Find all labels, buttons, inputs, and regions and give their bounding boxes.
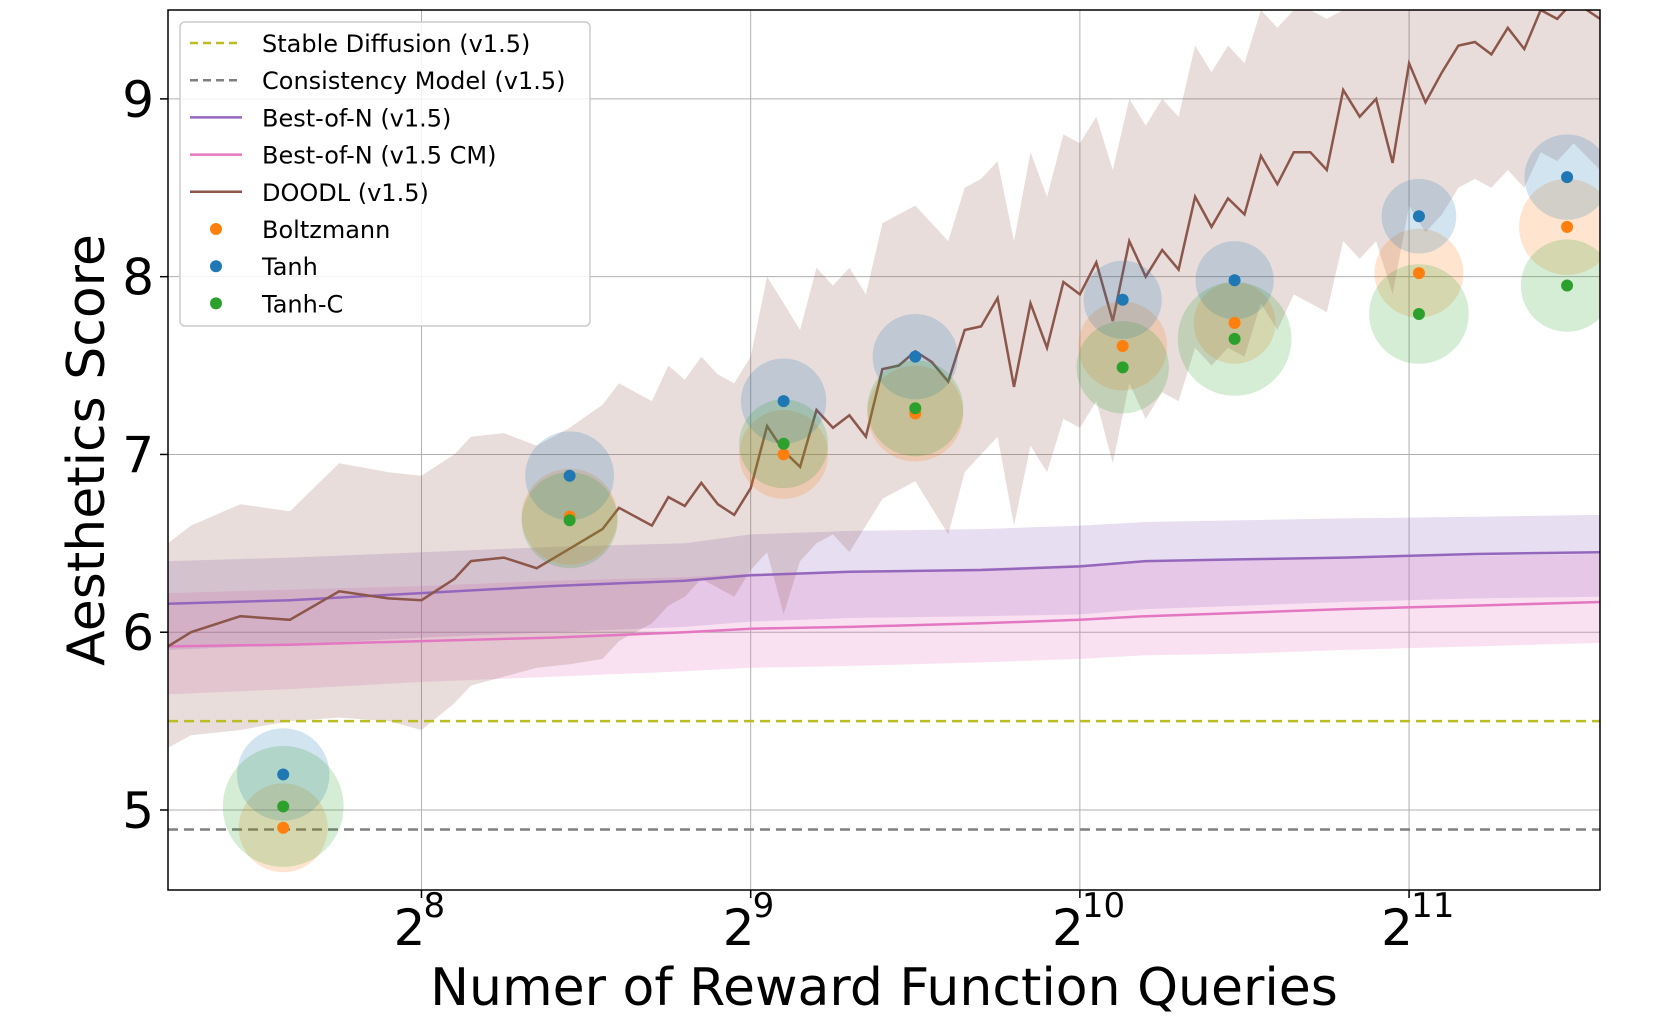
reference-lines [168, 719, 1600, 831]
point-tanh [1228, 274, 1241, 287]
halo-boltzmann [1519, 178, 1600, 275]
line-best-of-n-v1-5- [168, 550, 1600, 606]
point-boltzmann [777, 448, 790, 461]
point-tanh-c [909, 402, 922, 415]
point-boltzmann [1561, 220, 1574, 233]
point-tanh-c [563, 514, 576, 527]
x-tick-label: 2 [1052, 899, 1084, 957]
point-tanh-c [1228, 332, 1241, 345]
y-axis-title: Aesthetics Score [57, 234, 117, 666]
point-tanh-c [1561, 279, 1574, 292]
series-lines [168, 10, 1600, 648]
legend-marker [210, 260, 222, 273]
line-doodl-v1-5- [168, 10, 1600, 648]
x-axis-ticks: 28 29 210 211 [394, 886, 1455, 957]
band-best-of-n-v1-5- [168, 514, 1600, 650]
point-tanh-c [1412, 308, 1425, 320]
x-tick-exponent: 11 [1411, 886, 1454, 926]
point-tanh [563, 469, 576, 482]
legend-box [179, 21, 591, 327]
legend-label: Best-of-N (v1.5) [262, 104, 451, 132]
y-tick-label: 5 [122, 782, 154, 840]
x-tick-label: 2 [723, 899, 755, 957]
band-best-of-n-v1-5-cm- [168, 554, 1600, 695]
legend-marker [210, 223, 222, 235]
halo-tanh-c [1520, 239, 1600, 332]
x-tick-label: 2 [394, 899, 426, 957]
legend-label: Tanh-C [261, 290, 343, 318]
band-doodl-v1-5- [168, 10, 1600, 748]
point-tanh-c [1116, 361, 1129, 374]
x-tick-label: 2 [1381, 899, 1413, 957]
plot-frame [167, 9, 1601, 891]
y-tick-label: 8 [122, 249, 154, 307]
point-tanh [1561, 171, 1574, 184]
point-tanh [1412, 210, 1425, 223]
legend-marker [210, 297, 222, 310]
y-axis-ticks: 5 6 7 8 9 [122, 71, 168, 840]
point-tanh [277, 768, 290, 781]
point-boltzmann [1412, 267, 1425, 280]
point-boltzmann [277, 821, 290, 834]
legend-label: Tanh [261, 253, 318, 281]
line-best-of-n-v1-5-cm- [168, 600, 1600, 648]
legend-label: Boltzmann [262, 216, 390, 244]
point-tanh [777, 395, 790, 408]
x-tick-exponent: 10 [1082, 886, 1125, 926]
point-boltzmann [1116, 340, 1129, 352]
y-tick-label: 6 [122, 604, 154, 662]
legend-label: Stable Diffusion (v1.5) [262, 30, 530, 58]
x-axis-title: Numer of Reward Function Queries [430, 958, 1338, 1018]
y-tick-label: 9 [122, 71, 154, 129]
point-tanh [909, 350, 922, 363]
legend-label: Best-of-N (v1.5 CM) [262, 142, 497, 170]
legend-label: Consistency Model (v1.5) [262, 67, 566, 95]
point-boltzmann [1228, 316, 1241, 329]
point-tanh-c [277, 800, 290, 813]
point-tanh [1116, 293, 1129, 306]
point-tanh-c [777, 437, 790, 450]
legend-label: DOODL (v1.5) [262, 179, 429, 207]
scatter-points [222, 134, 1600, 873]
y-tick-label: 7 [122, 426, 154, 484]
x-tick-exponent: 9 [753, 886, 775, 926]
legend: Stable Diffusion (v1.5) Consistency Model… [179, 21, 591, 327]
confidence-bands [168, 10, 1600, 748]
x-tick-exponent: 8 [423, 886, 445, 926]
